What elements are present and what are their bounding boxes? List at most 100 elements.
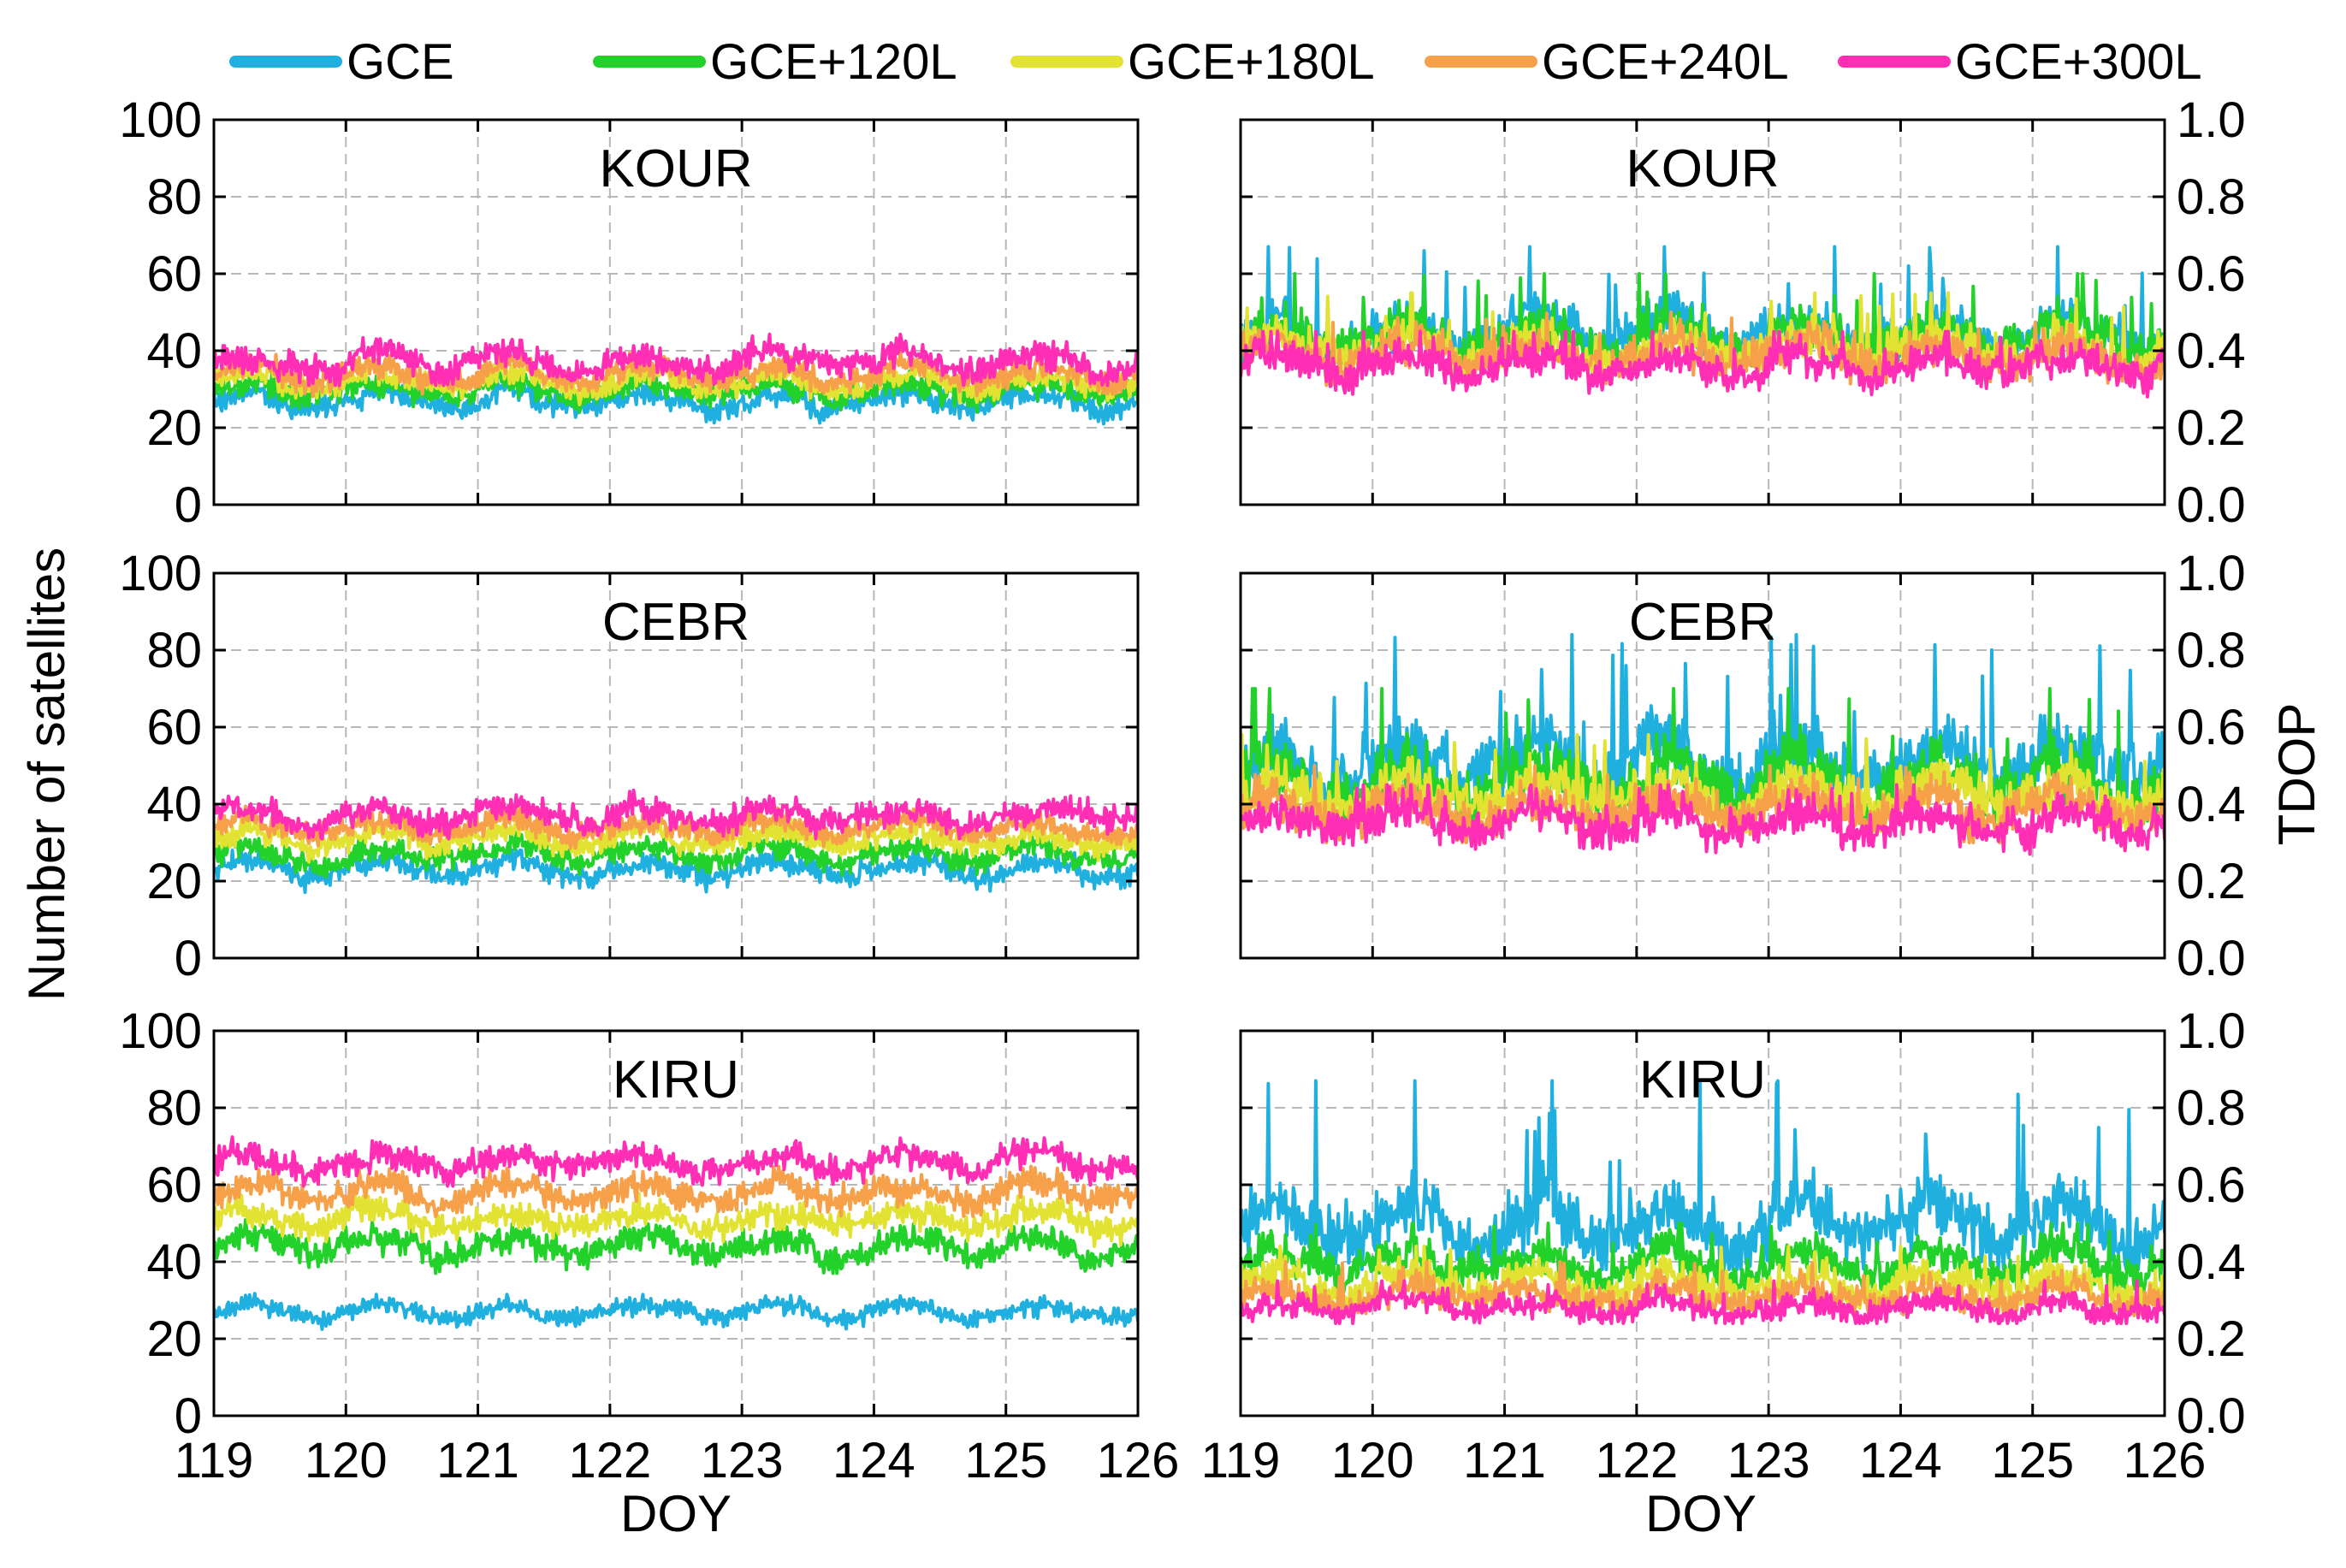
y-tick-label: 60	[146, 1157, 202, 1213]
y-tick-label: 60	[146, 700, 202, 755]
series-group	[214, 332, 1138, 426]
station-label: KIRU	[613, 1050, 739, 1109]
panel-kour-right: 0.0 0.2 0.4 0.6 0.8 1.0 KOUR	[1239, 92, 2246, 533]
y-tick-label: 1.0	[2177, 546, 2246, 601]
series-line-gce-plus-300l	[1241, 783, 2165, 856]
legend-item-gce-plus-300l: GCE+300L	[1838, 34, 2202, 90]
panels: 0 20 40 60 80 100 KOUR 0.0 0.2 0.4 0.6 0.8 1.0 KOUR 0 2…	[119, 92, 2245, 1488]
series-line-gce-plus-300l	[214, 1135, 1138, 1188]
series-line-gce-plus-120l	[214, 1218, 1138, 1275]
series-line-gce-plus-300l	[214, 332, 1138, 388]
y-tick-label: 100	[119, 546, 202, 601]
y-tick-label: 40	[146, 1234, 202, 1290]
y-tick-label: 0.2	[2177, 854, 2246, 909]
x-tick-label: 120	[305, 1433, 388, 1488]
y-tick-label: 0	[175, 1388, 202, 1444]
series-group	[214, 788, 1138, 895]
y-tick-label: 0.0	[2177, 1388, 2246, 1444]
y-tick-label: 0.6	[2177, 246, 2246, 302]
panel-kour-left: 0 20 40 60 80 100 KOUR	[119, 92, 1140, 533]
legend-label: GCE	[347, 34, 454, 90]
legend-item-gce-plus-120l: GCE+120L	[593, 34, 957, 90]
x-tick-label: 124	[1859, 1433, 1942, 1488]
x-axis-title-right: DOY	[1645, 1485, 1757, 1542]
series-group	[1241, 1079, 2165, 1325]
legend-item-gce-plus-180l: GCE+180L	[1010, 34, 1375, 90]
y-tick-label: 0	[175, 931, 202, 986]
series-line-gce-plus-300l	[1241, 329, 2165, 399]
y-tick-label: 40	[146, 323, 202, 379]
x-tick-label: 126	[2124, 1433, 2207, 1488]
panel-kiru-left: 0 20 40 60 80 100 119 120 121 122 123 124 125 126 KIRU	[119, 1003, 1179, 1488]
plot-frame	[212, 1029, 1140, 1417]
series-line-gce-plus-120l	[1241, 272, 2165, 372]
y-tick-label: 0.6	[2177, 1157, 2246, 1213]
y-tick-label: 0.2	[2177, 400, 2246, 456]
series-line-gce	[214, 849, 1138, 895]
station-label: KIRU	[1639, 1050, 1766, 1109]
station-label: KOUR	[1626, 139, 1779, 198]
y-tick-label: 0.4	[2177, 323, 2246, 379]
x-tick-label: 119	[175, 1433, 253, 1488]
x-tick-label: 121	[436, 1433, 519, 1488]
y-tick-label: 0	[175, 477, 202, 533]
legend-item-gce-plus-240l: GCE+240L	[1425, 34, 1789, 90]
y-tick-label: 1.0	[2177, 92, 2246, 148]
legend-label: GCE+300L	[1955, 34, 2202, 90]
station-label: KOUR	[599, 139, 752, 198]
station-label: CEBR	[602, 593, 749, 652]
y-axis-title-left: Number of satellites	[18, 547, 75, 1001]
series-line-gce-plus-180l	[214, 815, 1138, 864]
y-tick-label: 0.8	[2177, 623, 2246, 678]
legend-label: GCE+180L	[1128, 34, 1375, 90]
x-tick-label: 125	[1991, 1433, 2074, 1488]
x-tick-label: 125	[964, 1433, 1047, 1488]
series-line-gce-plus-180l	[1241, 733, 2165, 837]
plot-frame	[1239, 1029, 2166, 1417]
y-tick-label: 0.0	[2177, 477, 2246, 533]
series-line-gce-plus-300l	[1241, 1279, 2165, 1325]
y-tick-label: 1.0	[2177, 1003, 2246, 1059]
y-tick-label: 20	[146, 400, 202, 456]
panel-cebr-left: 0 20 40 60 80 100 CEBR	[119, 546, 1140, 986]
y-tick-label: 0.4	[2177, 777, 2246, 832]
y-tick-label: 100	[119, 1003, 202, 1059]
series-group	[1241, 245, 2165, 399]
plot-frame	[212, 118, 1140, 506]
y-tick-label: 60	[146, 246, 202, 302]
y-tick-label: 0.2	[2177, 1311, 2246, 1367]
y-tick-label: 0.6	[2177, 700, 2246, 755]
y-tick-label: 40	[146, 777, 202, 832]
x-tick-label: 124	[832, 1433, 915, 1488]
legend: GCE GCE+120L GCE+180L GCE+240L GCE+300L	[229, 34, 2202, 90]
legend-label: GCE+120L	[710, 34, 957, 90]
y-tick-label: 0.4	[2177, 1234, 2246, 1290]
plot-frame	[1239, 118, 2166, 506]
x-tick-label: 123	[701, 1433, 784, 1488]
y-tick-label: 80	[146, 623, 202, 678]
legend-item-gce: GCE	[229, 34, 454, 90]
y-tick-label: 100	[119, 92, 202, 148]
y-tick-label: 80	[146, 169, 202, 225]
y-axis-title-right: TDOP	[2268, 703, 2325, 846]
y-tick-label: 0.8	[2177, 169, 2246, 225]
station-label: CEBR	[1629, 593, 1776, 652]
legend-label: GCE+240L	[1542, 34, 1789, 90]
x-tick-label: 120	[1331, 1433, 1414, 1488]
series-line-gce	[1241, 1079, 2165, 1271]
x-tick-label: 121	[1463, 1433, 1546, 1488]
y-tick-label: 20	[146, 1311, 202, 1367]
series-line-gce-plus-180l	[214, 1192, 1138, 1248]
series-group	[1241, 633, 2165, 856]
x-axis-title-left: DOY	[620, 1485, 732, 1542]
x-tick-label: 126	[1097, 1433, 1180, 1488]
series-line-gce-plus-120l	[214, 831, 1138, 879]
series-group	[214, 1135, 1138, 1331]
y-tick-label: 20	[146, 854, 202, 909]
panel-kiru-right: 0.0 0.2 0.4 0.6 0.8 1.0 119 120 121 122 123 124 125 1…	[1201, 1003, 2246, 1488]
series-line-gce	[214, 1292, 1138, 1331]
series-line-gce-plus-300l	[214, 788, 1138, 841]
x-tick-label: 122	[568, 1433, 651, 1488]
series-line-gce-plus-240l	[214, 1164, 1138, 1219]
